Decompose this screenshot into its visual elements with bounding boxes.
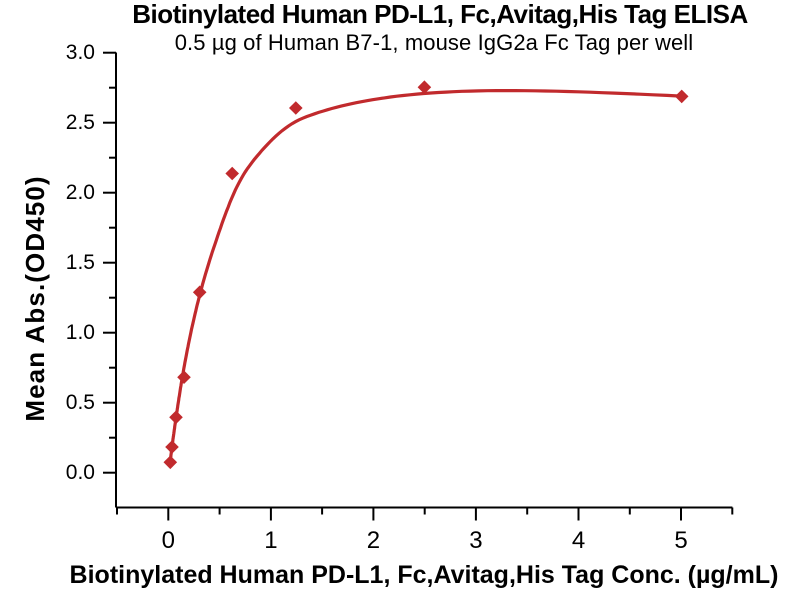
svg-text:1: 1 (264, 527, 277, 554)
svg-text:2.0: 2.0 (66, 181, 95, 204)
svg-text:0.0: 0.0 (66, 461, 95, 484)
svg-text:1.5: 1.5 (66, 251, 95, 274)
svg-text:Mean Abs.(OD450): Mean Abs.(OD450) (20, 175, 50, 421)
svg-text:5: 5 (674, 527, 687, 554)
svg-text:1.0: 1.0 (66, 321, 95, 344)
svg-text:3: 3 (469, 527, 482, 554)
svg-text:0: 0 (162, 527, 175, 554)
svg-text:0.5 µg of Human B7-1, mouse Ig: 0.5 µg of Human B7-1, mouse IgG2a Fc Tag… (175, 30, 694, 55)
svg-text:0.5: 0.5 (66, 391, 95, 414)
svg-text:3.0: 3.0 (66, 41, 95, 64)
svg-text:2: 2 (367, 527, 380, 554)
svg-text:4: 4 (572, 527, 585, 554)
svg-text:Biotinylated Human PD-L1, Fc,A: Biotinylated Human PD-L1, Fc,Avitag,His … (70, 561, 779, 589)
svg-text:Biotinylated Human PD-L1, Fc,A: Biotinylated Human PD-L1, Fc,Avitag,His … (132, 0, 748, 29)
svg-text:2.5: 2.5 (66, 111, 95, 134)
